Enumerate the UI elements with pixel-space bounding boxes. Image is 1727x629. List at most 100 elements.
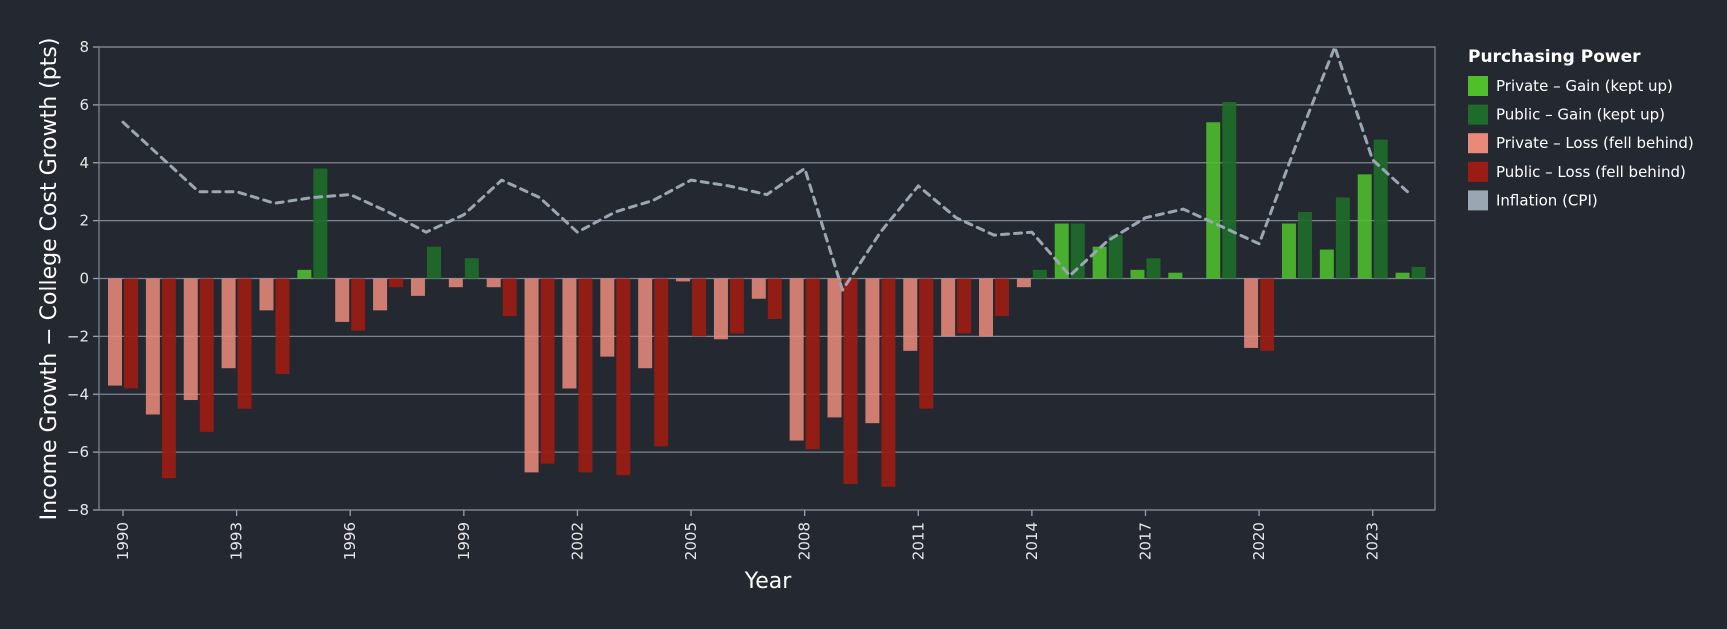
public-bar-2024 — [1411, 266, 1426, 279]
public-bar-2006 — [729, 278, 744, 334]
public-bar-2011 — [919, 278, 934, 409]
public-bar-2003 — [616, 278, 631, 476]
private-bar-1994 — [259, 278, 274, 311]
inflation-line-layer — [121, 45, 1413, 292]
private-bar-2024 — [1395, 272, 1410, 279]
legend-swatch — [1468, 76, 1488, 96]
public-bar-2004 — [654, 278, 669, 447]
private-bar-2023 — [1357, 174, 1372, 279]
private-bar-2007 — [751, 278, 766, 299]
legend-swatch — [1468, 190, 1488, 211]
private-bar-1999 — [448, 278, 463, 288]
private-bar-1996 — [335, 278, 350, 322]
x-tick-label: 2002 — [568, 522, 586, 560]
y-tick-label: −2 — [67, 327, 89, 345]
legend: Purchasing Power Private – Gain (kept up… — [1468, 47, 1694, 211]
legend-label: Private – Loss (fell behind) — [1496, 134, 1694, 152]
public-bar-1996 — [351, 278, 366, 331]
public-bar-2000 — [502, 278, 517, 317]
x-axis-title: Year — [744, 569, 793, 594]
private-bar-2015 — [1054, 223, 1069, 279]
y-tick-label: 2 — [79, 212, 89, 230]
public-bar-2022 — [1335, 197, 1350, 279]
legend-label: Private – Gain (kept up) — [1496, 77, 1673, 95]
public-bar-2002 — [578, 278, 593, 473]
x-tick-label: 1990 — [114, 522, 132, 560]
public-bar-1999 — [464, 258, 479, 279]
x-tick-label: 2008 — [796, 522, 814, 560]
private-bar-2021 — [1281, 223, 1296, 279]
inflation-line — [121, 45, 1413, 292]
public-bar-1998 — [426, 246, 441, 279]
private-bar-2011 — [903, 278, 918, 351]
plot-frame — [98, 46, 1436, 511]
legend-swatch — [1468, 133, 1488, 154]
private-bar-1995 — [297, 269, 312, 279]
private-bar-1993 — [221, 278, 236, 369]
public-bar-1992 — [199, 278, 214, 432]
public-bar-2016 — [1108, 235, 1123, 279]
bars — [108, 101, 1426, 487]
private-bar-1990 — [108, 278, 122, 386]
private-bar-2017 — [1130, 269, 1145, 279]
x-tick-label: 2017 — [1136, 522, 1154, 560]
public-bar-1994 — [275, 278, 290, 374]
x-tick-label: 2023 — [1364, 522, 1382, 560]
public-bar-2010 — [881, 278, 896, 487]
private-bar-2012 — [941, 278, 956, 337]
public-bar-2017 — [1146, 258, 1161, 279]
private-bar-1991 — [145, 278, 160, 415]
legend-label: Public – Gain (kept up) — [1496, 106, 1665, 124]
private-bar-2008 — [789, 278, 804, 441]
axes: −8 −6 −4 −2 0 2 4 6 8 1990 1993 1996 1999 2002 2005 200… — [67, 38, 1436, 560]
x-tick-label: 2011 — [909, 522, 927, 560]
private-bar-2006 — [713, 278, 728, 340]
private-bar-2016 — [1092, 246, 1107, 279]
private-bar-2000 — [486, 278, 501, 288]
legend-title: Purchasing Power — [1468, 47, 1641, 67]
public-bar-2007 — [767, 278, 782, 320]
public-bar-2009 — [843, 278, 858, 484]
private-bar-2009 — [827, 278, 842, 418]
public-bar-2019 — [1222, 101, 1237, 279]
y-tick-label: 8 — [79, 38, 89, 56]
private-bar-2010 — [865, 278, 880, 424]
legend-label: Public – Loss (fell behind) — [1496, 163, 1686, 181]
public-bar-2020 — [1260, 278, 1275, 351]
private-bar-2020 — [1244, 278, 1259, 348]
private-bar-2014 — [1016, 278, 1031, 288]
private-bar-1992 — [183, 278, 198, 401]
private-bar-2019 — [1206, 122, 1221, 279]
x-tick-label: 2014 — [1023, 522, 1041, 560]
y-axis-title: Income Growth − College Cost Growth (pts… — [37, 38, 62, 521]
private-bar-2018 — [1168, 272, 1183, 279]
public-bar-1995 — [313, 168, 328, 279]
public-bar-1990 — [124, 278, 138, 389]
private-bar-2004 — [638, 278, 653, 369]
public-bar-2014 — [1032, 269, 1047, 279]
y-tick-label: −4 — [67, 385, 89, 403]
private-bar-2003 — [600, 278, 615, 357]
legend-swatch — [1468, 161, 1488, 182]
x-tick-label: 1996 — [341, 522, 359, 560]
public-bar-2013 — [995, 278, 1010, 317]
public-bar-2021 — [1297, 211, 1312, 279]
private-bar-1998 — [410, 278, 425, 296]
public-bar-2012 — [957, 278, 972, 334]
y-tick-label: 0 — [79, 270, 89, 288]
y-tick-label: −8 — [67, 501, 89, 519]
public-bar-2001 — [540, 278, 555, 464]
x-tick-label: 1999 — [455, 522, 473, 560]
public-bar-2008 — [805, 278, 820, 450]
legend-label: Inflation (CPI) — [1496, 191, 1598, 209]
private-bar-2013 — [979, 278, 994, 337]
private-bar-2001 — [524, 278, 539, 473]
x-tick-label: 1993 — [228, 522, 246, 560]
private-bar-2022 — [1319, 249, 1334, 279]
private-bar-1997 — [373, 278, 388, 311]
public-bar-1993 — [237, 278, 252, 409]
y-tick-label: 6 — [79, 96, 89, 114]
private-bar-2005 — [676, 278, 691, 282]
